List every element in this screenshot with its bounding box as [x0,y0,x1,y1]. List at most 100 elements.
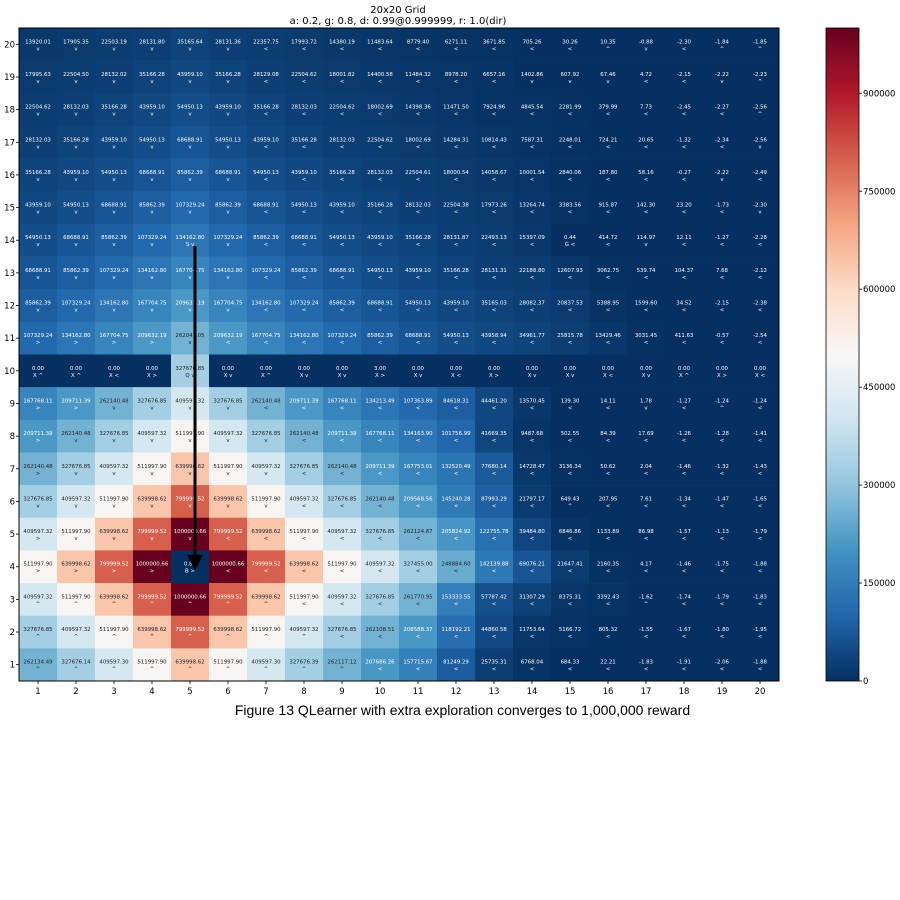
heatmap-cell [95,223,134,257]
cell-action-label: ^ [188,634,193,640]
cell-value-label: -1.28 [715,431,730,437]
heatmap-cell [361,648,400,682]
heatmap-cell [95,321,134,355]
heatmap-cell [323,93,362,127]
cell-action-label: < [606,210,611,216]
cell-action-label: < [492,601,497,607]
cell-action-label: v [720,79,724,85]
cell-value-label: -1.84 [715,39,730,45]
heatmap-cell [513,125,552,159]
cell-value-label: 327676.85 [61,464,90,470]
cell-action-label: < [416,601,421,607]
cell-action-label: < [644,275,649,281]
y-axis-ticks: 20 19 18 17 16 15 14 13 12 11 10 9 8 7 6 5 4 3 2 1 [4,40,19,671]
heatmap-cell [133,256,172,290]
cell-value-label: 187.80 [599,170,618,176]
cell-action-label: < [530,503,535,509]
heatmap-cell [741,191,780,225]
heatmap-cell [209,28,248,61]
cell-action-label: < [568,405,573,411]
cell-action-label: < [492,569,497,575]
x-tick-label: 7 [263,687,268,697]
cell-value-label: 167704.75 [251,333,280,339]
cell-action-label: v [150,438,154,444]
heatmap-cell [57,615,96,649]
cell-action-label: X > [717,373,727,379]
heatmap-cell [437,354,476,388]
cell-value-label: 18002.69 [405,137,431,143]
cell-value-label: 208588.37 [403,627,432,633]
cell-action-label: < [530,536,535,542]
cell-action-label: v [226,405,230,411]
cell-action-label: < [340,471,345,477]
cell-value-label: -2.30 [753,203,768,209]
x-tick-label: 16 [603,687,614,697]
cell-value-label: 22188.80 [519,268,545,274]
heatmap-cell [285,419,324,453]
cell-action-label: < [720,144,725,150]
cell-action-label: < [416,569,421,575]
cell-action-label: < [302,405,307,411]
cell-action-label: v [74,210,78,216]
cell-action-label: < [492,308,497,314]
cell-value-label: 799999.52 [137,594,166,600]
cell-action-label: v [112,79,116,85]
cell-value-label: 68688.91 [253,203,279,209]
cell-value-label: 57787.42 [481,594,507,600]
cell-value-label: 134162.80 [251,301,281,307]
heatmap-cell [513,191,552,225]
heatmap-cell [475,256,514,290]
cell-value-label: 12607.93 [557,268,583,274]
cell-action-label: X v [566,373,575,379]
cell-action-label: < [416,308,421,314]
cell-value-label: 327676.85 [251,431,280,437]
figure-caption: Figure 13 QLearner with extra exploratio… [234,702,691,718]
heatmap-cell [323,583,362,616]
cell-value-label: 639998.62 [137,627,166,633]
cell-action-label: < [530,634,535,640]
heatmap-cell [361,419,400,453]
heatmap-cell [57,517,96,551]
heatmap-cell [513,517,552,551]
cell-value-label: 69076.21 [519,562,545,568]
cell-value-label: 409597.32 [61,627,90,633]
heatmap-cell [665,517,704,551]
cell-value-label: 0.00 [450,366,463,372]
heatmap-cell [551,256,590,290]
cell-action-label: < [644,210,649,216]
cell-value-label: -2.56 [753,137,768,143]
cell-value-label: 22504.38 [443,203,469,209]
cell-action-label: < [378,112,383,118]
cell-action-label: < [530,340,535,346]
cell-value-label: 511997.90 [289,529,319,535]
cell-action-label: < [340,536,345,542]
heatmap-cell [19,550,58,584]
cell-value-label: 43959.10 [139,105,165,111]
heatmap-cell [741,223,780,257]
cell-value-label: 209711.39 [61,398,91,404]
heatmap-cell [285,583,324,616]
heatmap-cell [95,648,134,682]
heatmap-cell [475,125,514,159]
cell-action-label: < [264,46,269,52]
heatmap-cell [551,583,590,616]
heatmap-cell [399,158,438,192]
cell-action-label: < [378,438,383,444]
cell-action-label: < [682,46,687,52]
cell-action-label: < [302,210,307,216]
cell-action-label: v [112,308,116,314]
cell-value-label: 12.11 [676,235,691,241]
cell-value-label: 2160.35 [597,562,619,568]
heatmap-cell [703,485,742,519]
cell-action-label: v [74,79,78,85]
y-tick-label: 17 [4,138,15,148]
heatmap-cell [285,256,324,290]
cell-action-label: < [454,275,459,281]
cell-action-label: < [682,144,687,150]
cell-action-label: ^ [226,601,231,607]
cell-value-label: 31307.29 [519,594,545,600]
x-tick-label: 6 [225,687,230,697]
cell-value-label: 134162.80 [289,333,319,339]
cell-value-label: -2.28 [753,235,768,241]
cell-action-label: < [302,503,307,509]
